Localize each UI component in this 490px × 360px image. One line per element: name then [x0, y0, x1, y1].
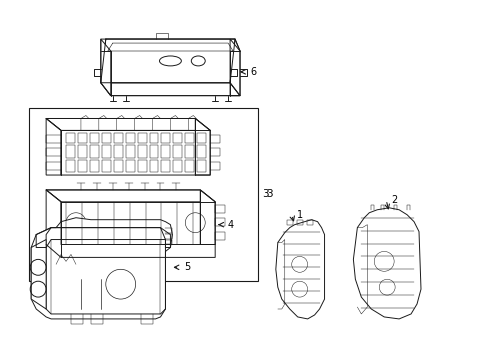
Polygon shape: [230, 39, 240, 96]
Text: 3: 3: [262, 189, 269, 199]
Polygon shape: [353, 208, 421, 319]
Text: 3: 3: [266, 189, 272, 199]
Polygon shape: [46, 190, 61, 244]
Polygon shape: [101, 83, 240, 96]
Polygon shape: [31, 218, 172, 319]
Polygon shape: [46, 118, 210, 130]
Text: 1: 1: [297, 210, 303, 220]
Bar: [29, 108, 258, 281]
Polygon shape: [196, 118, 210, 175]
Polygon shape: [46, 118, 61, 175]
Polygon shape: [31, 239, 46, 309]
Polygon shape: [101, 39, 111, 96]
Text: 2: 2: [391, 195, 397, 205]
Text: 4: 4: [227, 220, 233, 230]
Polygon shape: [106, 39, 240, 51]
Text: 5: 5: [184, 262, 191, 272]
Polygon shape: [200, 190, 215, 244]
Text: 6: 6: [250, 67, 256, 77]
Polygon shape: [46, 190, 215, 202]
Polygon shape: [101, 39, 235, 83]
Polygon shape: [276, 220, 324, 319]
